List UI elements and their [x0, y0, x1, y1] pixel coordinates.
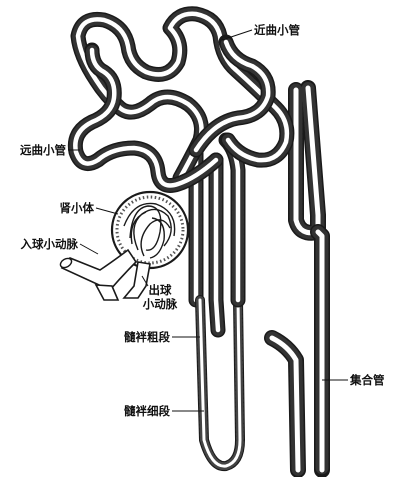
label-loop-thin-segment: 髓袢细段: [124, 404, 170, 418]
leader-afferent: [79, 243, 99, 255]
renal-corpuscle: [110, 190, 190, 270]
loop-of-henle: [188, 132, 246, 472]
label-collecting-duct: 集合管: [349, 373, 385, 387]
leader-corpuscle: [95, 207, 119, 215]
labels: 近曲小管 远曲小管 肾小体 入球小动脉 出球 小动脉 髓袢粗段 髓袢细段 集合管: [20, 23, 385, 418]
label-distal-convoluted: 远曲小管: [20, 143, 66, 157]
leader-efferent: [141, 275, 149, 287]
label-proximal-convoluted: 近曲小管: [254, 23, 300, 37]
label-efferent-arteriole-1: 出球: [149, 283, 172, 297]
afferent-arteriole: [59, 248, 138, 301]
collecting-duct: [264, 80, 330, 477]
leader-proximal: [221, 29, 253, 41]
label-loop-thick-segment: 髓袢粗段: [124, 330, 170, 344]
leader-lines: [68, 29, 348, 412]
distal-convoluted-tubule: [67, 42, 224, 193]
label-efferent-arteriole-2: 小动脉: [142, 297, 178, 311]
label-afferent-arteriole: 入球小动脉: [21, 237, 79, 251]
label-renal-corpuscle: 肾小体: [60, 201, 95, 215]
efferent-arteriole: [122, 261, 151, 299]
proximal-convoluted-tubule: [70, 6, 295, 186]
